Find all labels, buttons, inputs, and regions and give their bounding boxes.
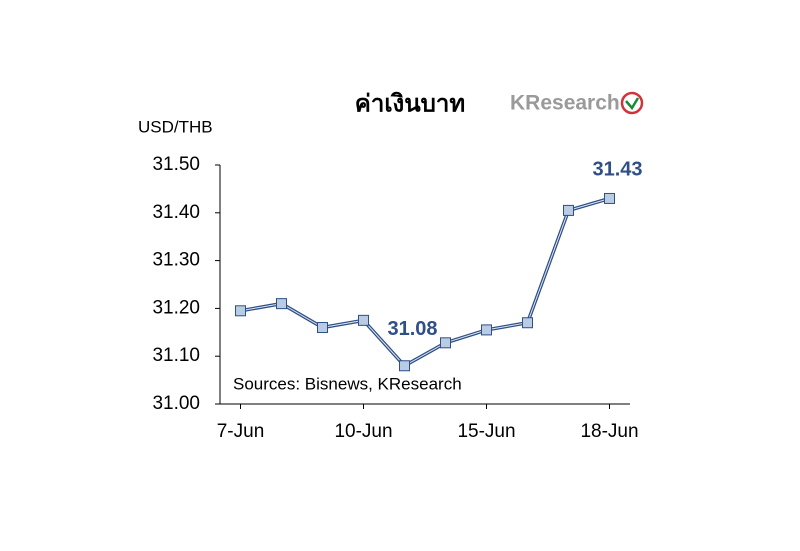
marker <box>235 305 246 317</box>
marker <box>522 317 533 329</box>
marker <box>440 337 451 349</box>
y-tick-label: 31.10 <box>152 345 200 366</box>
y-tick-label: 31.20 <box>152 297 200 318</box>
marker <box>358 314 369 326</box>
logo-icon <box>625 97 640 111</box>
y-axis-label: USD/THB <box>138 117 213 136</box>
y-tick-label: 31.00 <box>152 393 200 414</box>
logo-icon <box>620 91 644 115</box>
marker <box>604 192 615 204</box>
logo: KResearch <box>510 92 620 115</box>
data-label: 31.43 <box>592 159 642 181</box>
data-label: 31.08 <box>387 318 437 340</box>
y-tick-label: 31.30 <box>152 250 200 271</box>
x-tick-label: 18-Jun <box>580 421 638 442</box>
y-tick-label: 31.50 <box>152 154 200 175</box>
line-highlight <box>240 197 610 367</box>
line <box>240 196 610 368</box>
marker <box>481 324 492 336</box>
marker <box>276 298 287 310</box>
x-tick-label: 7-Jun <box>217 421 265 442</box>
marker <box>399 360 410 372</box>
x-tick-label: 15-Jun <box>457 421 515 442</box>
y-tick-label: 31.40 <box>152 202 200 223</box>
marker <box>317 322 328 334</box>
marker <box>563 204 574 216</box>
x-tick-label: 10-Jun <box>334 421 392 442</box>
chart-title: ค่าเงินบาท <box>355 90 465 117</box>
annotation: Sources: Bisnews, KResearch <box>233 374 462 393</box>
